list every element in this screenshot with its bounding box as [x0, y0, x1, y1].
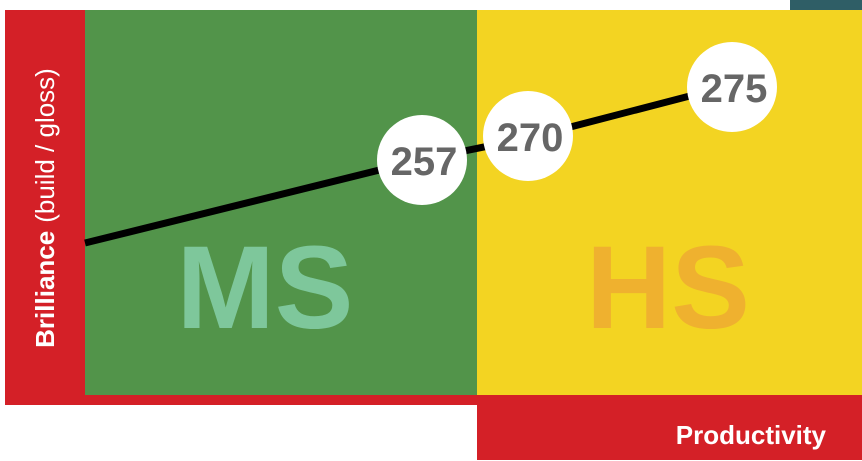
zone-label: MS: [177, 222, 354, 354]
point: 270: [483, 91, 573, 181]
point-label: 275: [701, 67, 768, 111]
zone-label: HS: [586, 222, 750, 354]
diagram: MS HS 257 270 275 Brilliance (build / glo…: [0, 0, 862, 461]
point-label: 270: [497, 116, 564, 160]
y-axis-qualifier: (build / gloss): [30, 68, 60, 223]
x-axis-label: Productivity: [676, 420, 827, 450]
point-label: 257: [391, 140, 458, 184]
y-axis-label: Brilliance: [30, 231, 60, 348]
photo-corner: [790, 0, 862, 10]
bottom-band: [5, 395, 862, 405]
y-axis-title: Brilliance (build / gloss): [30, 68, 60, 348]
point: 257: [377, 115, 467, 205]
point: 275: [687, 42, 777, 132]
